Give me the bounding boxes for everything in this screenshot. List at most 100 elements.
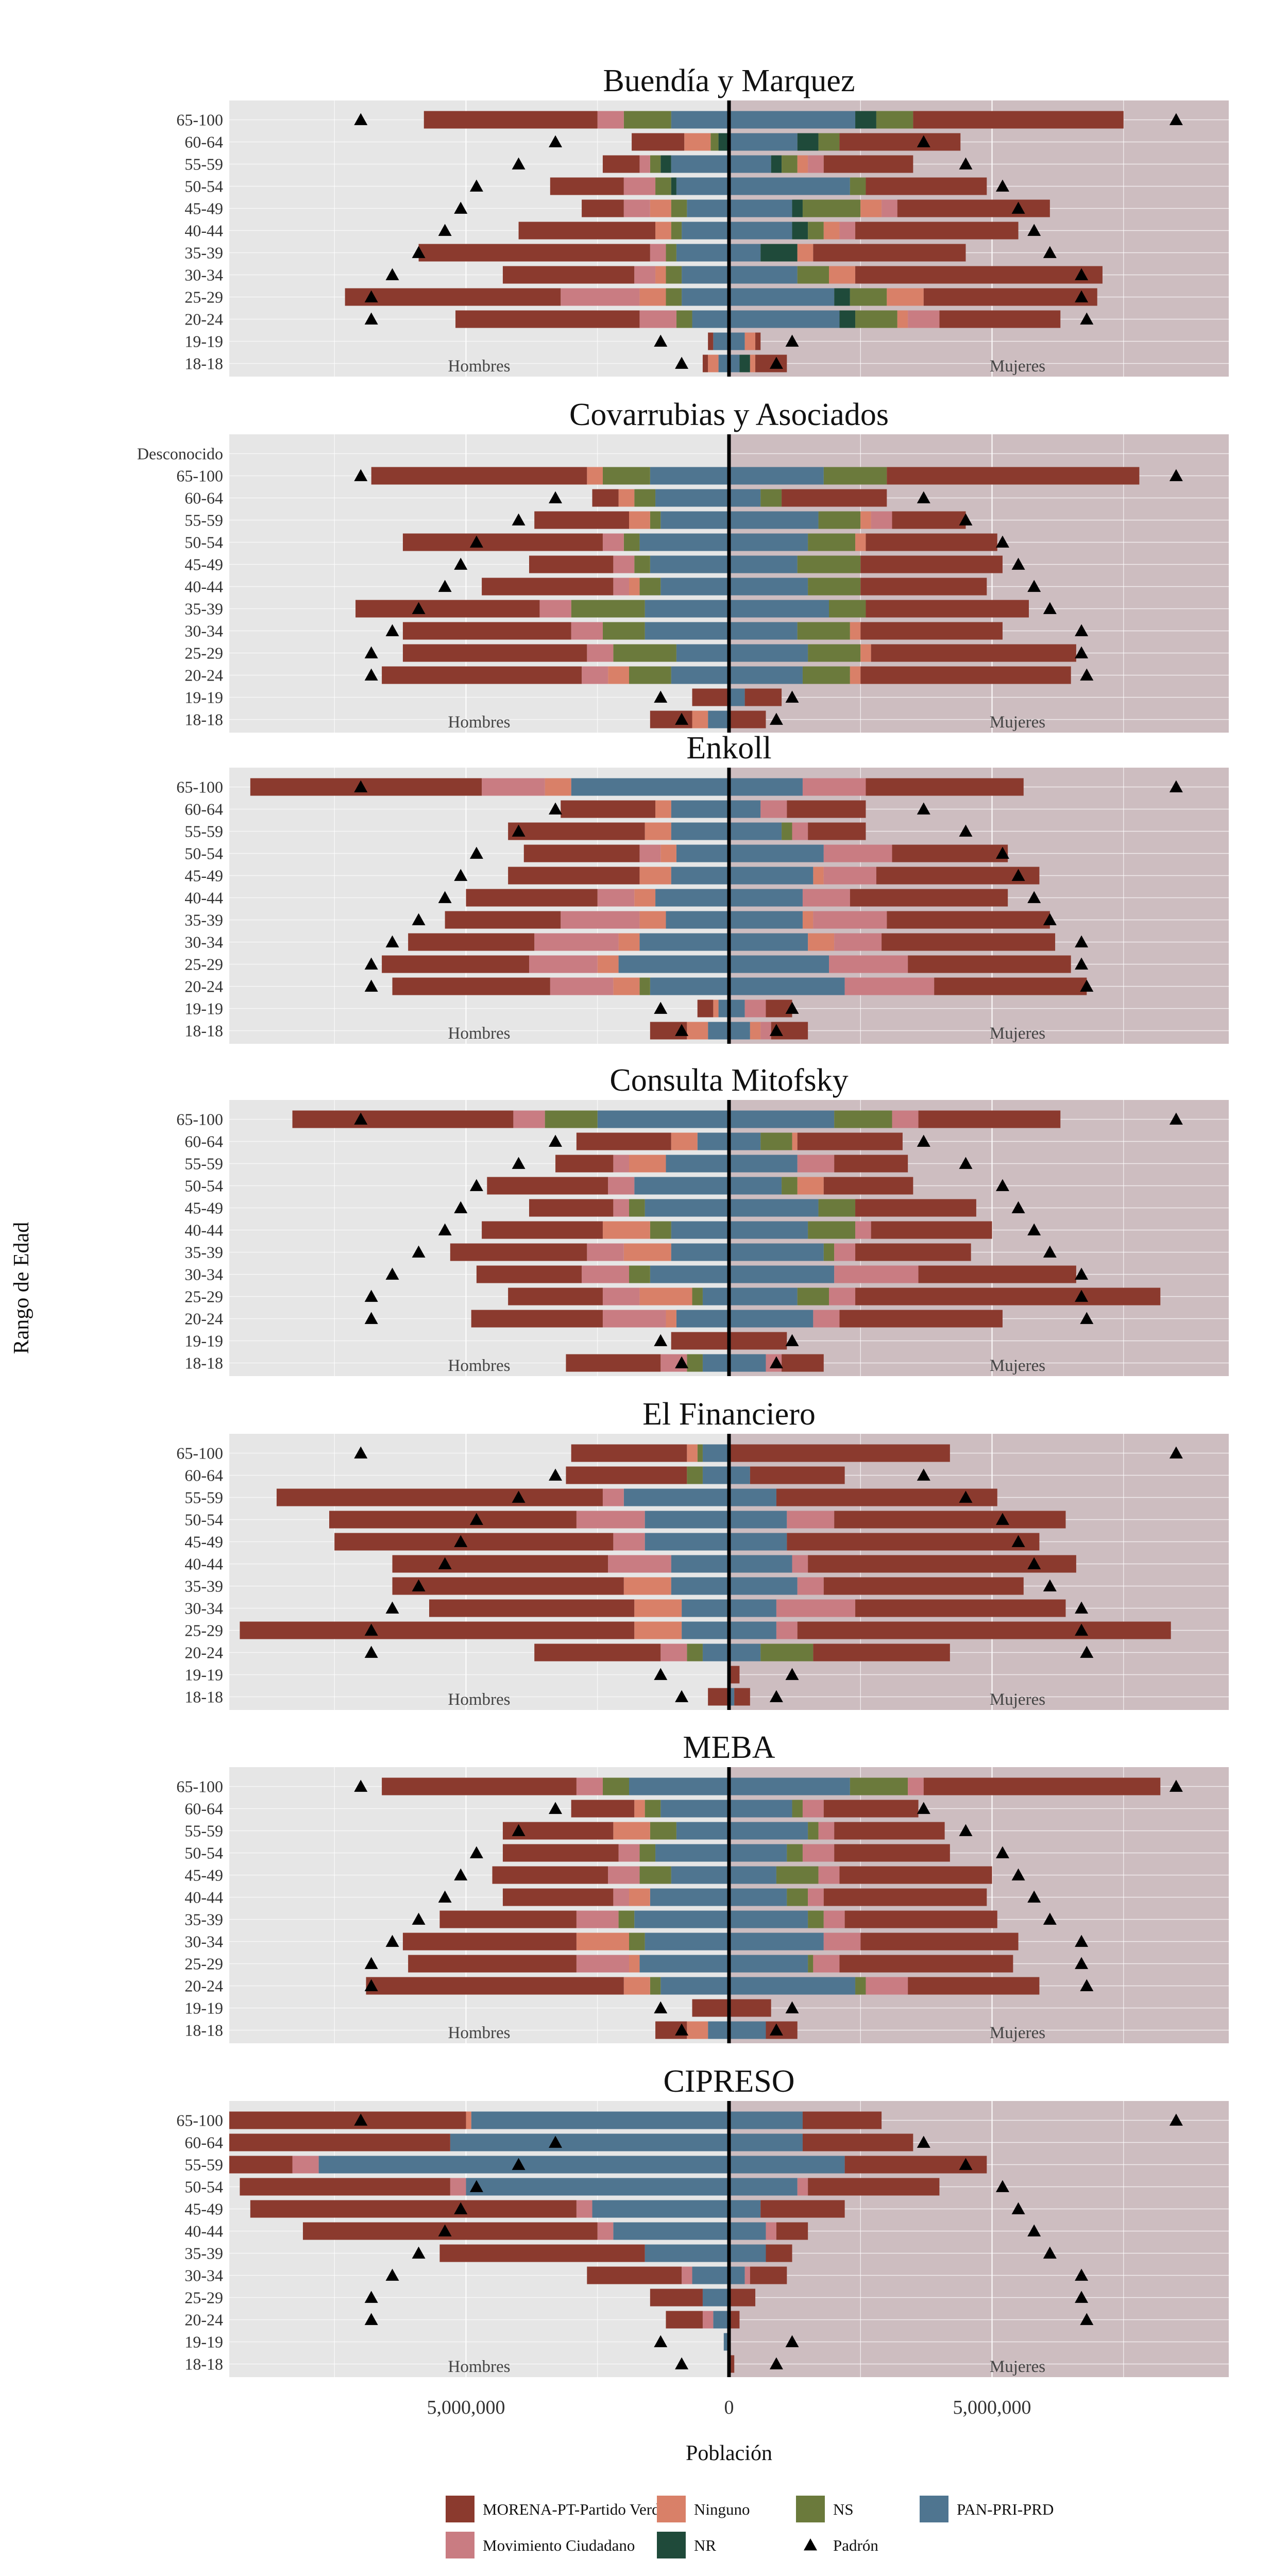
- bar-hombres-morena-pt-partido-verde: [240, 2178, 450, 2196]
- bar-mujeres-movimiento-ciudadano: [855, 1221, 871, 1239]
- age-tick-label: 18-18: [184, 354, 223, 373]
- bar-hombres-pan-pri-prd: [629, 1777, 729, 1795]
- bar-hombres-movimiento-ciudadano: [613, 555, 635, 573]
- bar-hombres-morena-pt-partido-verde: [566, 1466, 687, 1484]
- bar-hombres-pan-pri-prd: [697, 1132, 729, 1150]
- bar-hombres-movimiento-ciudadano: [613, 1888, 629, 1906]
- bar-hombres-morena-pt-partido-verde: [408, 1955, 577, 1973]
- age-tick-label: 55-59: [184, 511, 223, 530]
- bar-hombres-morena-pt-partido-verde: [471, 1310, 603, 1328]
- bar-hombres-morena-pt-partido-verde: [229, 2133, 450, 2151]
- padron-marker-hombres: [364, 290, 378, 302]
- bar-mujeres-pan-pri-prd: [729, 177, 850, 195]
- bar-mujeres-pan-pri-prd: [729, 1599, 776, 1617]
- bar-hombres-morena-pt-partido-verde: [423, 111, 598, 129]
- bar-hombres-morena-pt-partido-verde: [476, 1265, 582, 1283]
- bar-mujeres-ns: [802, 666, 850, 684]
- padron-marker-hombres: [675, 2023, 689, 2036]
- bar-hombres-ns: [650, 1822, 676, 1840]
- bar-hombres-ns: [655, 177, 671, 195]
- bar-hombres-movimiento-ciudadano: [702, 2311, 714, 2329]
- bar-mujeres-movimiento-ciudadano: [866, 1977, 908, 1995]
- padron-marker-mujeres: [995, 535, 1009, 548]
- bar-hombres-morena-pt-partido-verde: [445, 911, 561, 929]
- age-tick-label: 18-18: [184, 1022, 223, 1040]
- bar-hombres-ninguno: [623, 1577, 671, 1595]
- bar-hombres-morena-pt-partido-verde: [566, 1354, 661, 1372]
- bar-hombres-morena-pt-partido-verde: [523, 844, 640, 862]
- panel-title: Covarrubias y Asociados: [569, 397, 889, 432]
- padron-marker-hombres: [364, 979, 378, 992]
- bar-mujeres-morena-pt-partido-verde: [782, 489, 887, 507]
- padron-marker-mujeres: [917, 135, 930, 147]
- bar-mujeres-morena-pt-partido-verde: [750, 2266, 787, 2284]
- padron-marker-hombres: [364, 312, 378, 325]
- age-tick-label: 60-64: [184, 133, 223, 151]
- legend-item-ns: NS: [796, 2496, 854, 2522]
- age-tick-label: 18-18: [184, 2355, 223, 2374]
- padron-marker-mujeres: [1043, 1579, 1057, 1591]
- padron-marker-hombres: [675, 2357, 689, 2369]
- padron-marker-hombres: [512, 157, 526, 170]
- padron-marker-hombres: [454, 869, 468, 881]
- padron-marker-mujeres: [959, 157, 973, 170]
- bar-hombres-pan-pri-prd: [650, 1265, 729, 1283]
- legend-label: Padrón: [833, 2536, 878, 2554]
- bar-mujeres-ninguno: [750, 1022, 761, 1040]
- bar-mujeres-morena-pt-partido-verde: [887, 911, 1050, 929]
- padron-marker-mujeres: [1075, 2291, 1089, 2303]
- bar-mujeres-ns: [808, 533, 856, 551]
- padron-marker-mujeres: [785, 1668, 799, 1680]
- padron-marker-mujeres: [1043, 2246, 1057, 2259]
- padron-marker-mujeres: [769, 1024, 783, 1036]
- bar-mujeres-ns: [855, 1977, 866, 1995]
- bar-hombres-ns: [666, 244, 676, 262]
- bar-hombres-morena-pt-partido-verde: [329, 1511, 577, 1529]
- padron-marker-hombres: [654, 1334, 668, 1346]
- bar-hombres-ns: [650, 511, 661, 529]
- bar-mujeres-pan-pri-prd: [729, 1155, 798, 1173]
- age-tick-label: 45-49: [184, 555, 223, 574]
- panel-enkoll: Enkoll 65-100 60-64 55-59 50-54 45-49 40-44 35-…: [176, 731, 1229, 1044]
- padron-marker-hombres: [354, 469, 368, 481]
- padron-marker-mujeres: [1011, 1868, 1025, 1880]
- bar-mujeres-pan-pri-prd: [729, 533, 808, 551]
- bar-mujeres-morena-pt-partido-verde: [876, 867, 1040, 885]
- age-tick-label: 50-54: [184, 1177, 223, 1195]
- bar-hombres-movimiento-ciudadano: [618, 1844, 640, 1862]
- age-tick-label: 18-18: [184, 1354, 223, 1372]
- bar-hombres-ninguno: [629, 511, 650, 529]
- bar-mujeres-pan-pri-prd: [729, 1022, 750, 1040]
- bar-hombres-ns: [650, 155, 661, 173]
- age-tick-label: 19-19: [184, 1332, 223, 1350]
- bar-mujeres-morena-pt-partido-verde: [866, 533, 997, 551]
- bar-hombres-pan-pri-prd: [613, 2222, 729, 2240]
- bar-hombres-pan-pri-prd: [671, 800, 729, 818]
- bar-hombres-nr: [660, 155, 671, 173]
- bar-hombres-ninguno: [639, 288, 666, 306]
- bar-hombres-morena-pt-partido-verde: [587, 2266, 682, 2284]
- bar-hombres-morena-pt-partido-verde: [671, 1332, 729, 1350]
- bar-mujeres-morena-pt-partido-verde: [802, 2133, 913, 2151]
- age-tick-label: 25-29: [184, 1621, 223, 1640]
- padron-marker-hombres: [469, 179, 483, 192]
- padron-marker-hombres: [385, 624, 399, 636]
- bar-hombres-ns: [645, 1800, 661, 1818]
- bar-mujeres-pan-pri-prd: [729, 1621, 776, 1639]
- bar-mujeres-pan-pri-prd: [729, 332, 745, 350]
- bar-mujeres-morena-pt-partido-verde: [839, 1955, 1013, 1973]
- bar-mujeres-pan-pri-prd: [729, 1199, 819, 1217]
- bar-hombres-movimiento-ciudadano: [534, 933, 619, 951]
- bar-mujeres-morena-pt-partido-verde: [855, 1599, 1066, 1617]
- age-tick-label: 30-34: [184, 2266, 223, 2285]
- bar-mujeres-morena-pt-partido-verde: [797, 1621, 1171, 1639]
- age-tick-label: 55-59: [184, 2156, 223, 2174]
- bar-mujeres-ns: [792, 1800, 803, 1818]
- padron-marker-hombres: [469, 1179, 483, 1191]
- bar-hombres-pan-pri-prd: [623, 1488, 729, 1506]
- bar-hombres-pan-pri-prd: [639, 933, 729, 951]
- bar-mujeres-morena-pt-partido-verde: [729, 2289, 756, 2307]
- age-tick-label: 45-49: [184, 2200, 223, 2218]
- bar-hombres-pan-pri-prd: [634, 1177, 729, 1195]
